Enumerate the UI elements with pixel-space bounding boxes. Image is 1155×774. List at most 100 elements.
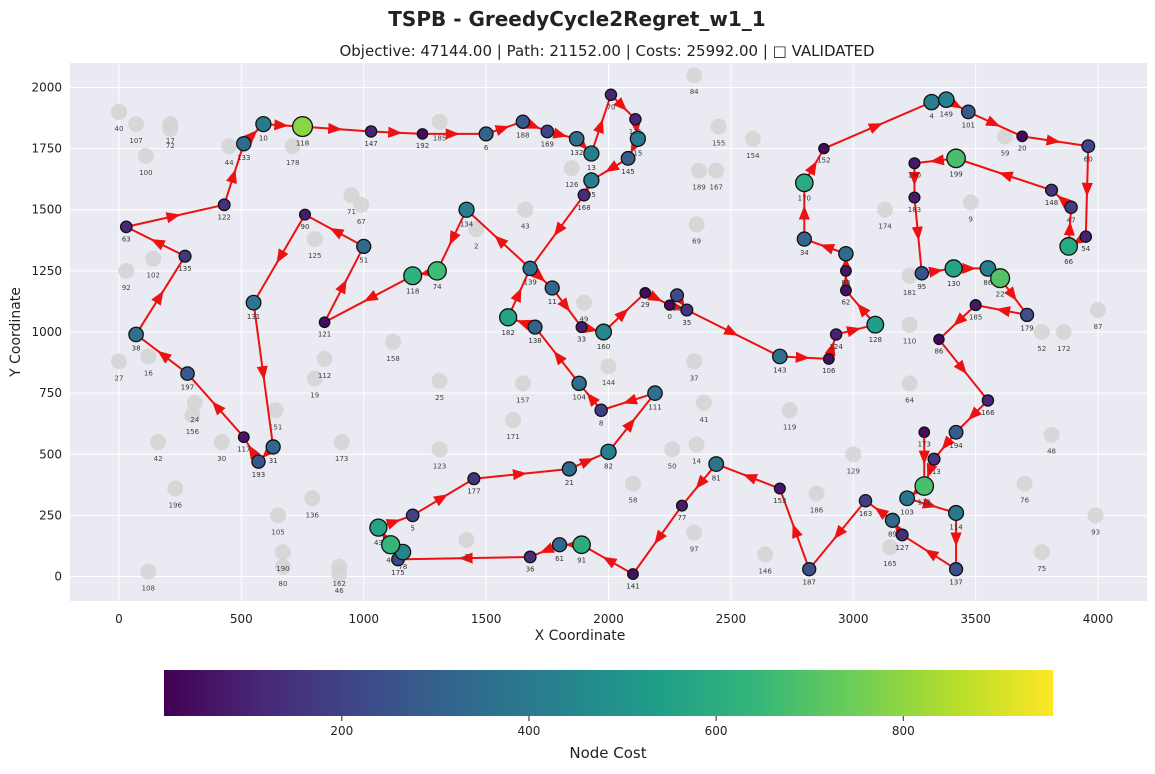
tour-node-label: 20	[1018, 145, 1027, 153]
unselected-node-label: 157	[516, 396, 529, 404]
tour-node	[584, 173, 599, 188]
tour-node	[885, 513, 899, 527]
tour-node-label: 34	[800, 249, 809, 257]
unselected-node-label: 155	[712, 140, 725, 148]
unselected-node-label: 69	[692, 237, 701, 245]
unselected-node-label: 126	[565, 181, 579, 189]
tour-node-label: 81	[712, 474, 721, 482]
tour-node-label: 8	[599, 419, 603, 427]
tour-node-label: 183	[908, 206, 921, 214]
tour-node	[238, 432, 249, 443]
tour-node	[516, 115, 529, 128]
tour-node	[671, 289, 684, 302]
unselected-node-label: 171	[506, 433, 519, 441]
tour-node	[934, 334, 944, 344]
tour-node	[300, 209, 311, 220]
tour-node	[1017, 131, 1027, 141]
unselected-node-label: 92	[122, 284, 131, 292]
tour-node	[628, 569, 639, 580]
tour-node-label: 90	[301, 223, 310, 231]
colorbar-tick-label: 200	[330, 724, 353, 738]
unselected-node-label: 165	[883, 560, 896, 568]
tour-node-label: 89	[888, 530, 897, 538]
unselected-node	[214, 434, 230, 450]
unselected-node-label: 154	[746, 152, 760, 160]
tour-node-label: 185	[969, 313, 982, 321]
tour-node-label: 61	[555, 555, 564, 563]
tour-node-label: 62	[841, 299, 850, 307]
tour-node	[523, 261, 537, 275]
unselected-node-label: 42	[154, 455, 163, 463]
unselected-node	[564, 160, 580, 176]
tour-node	[1046, 184, 1058, 196]
y-tick-label: 1000	[31, 325, 62, 339]
unselected-node	[140, 564, 156, 580]
tour-node-label: 83	[841, 279, 850, 287]
tour-node-label: 43	[374, 539, 383, 547]
tour-node	[246, 295, 261, 310]
x-tick-label: 4000	[1083, 612, 1114, 626]
unselected-node	[187, 395, 203, 411]
tour-node-label: 188	[516, 131, 529, 139]
tour-node-label: 6	[484, 144, 489, 152]
x-tick-label: 2000	[593, 612, 624, 626]
unselected-node-label: 72	[166, 142, 175, 150]
tour-node	[819, 143, 829, 153]
tour-node	[562, 462, 576, 476]
unselected-node	[432, 373, 448, 389]
unselected-node	[432, 441, 448, 457]
tour-node	[428, 262, 446, 280]
tour-node-label: 118	[406, 288, 419, 296]
tour-node	[900, 491, 915, 506]
tour-node-label: 47	[1067, 216, 1076, 224]
unselected-node	[111, 104, 127, 120]
tour-node-label: 45	[386, 557, 395, 565]
unselected-node	[334, 434, 350, 450]
tour-node	[909, 192, 920, 203]
tour-node	[803, 563, 816, 576]
unselected-node-label: 146	[758, 568, 772, 576]
unselected-node	[150, 434, 166, 450]
tour-node-label: 95	[917, 283, 926, 291]
unselected-node	[145, 251, 161, 267]
tour-node-label: 199	[949, 171, 962, 179]
unselected-node	[708, 163, 724, 179]
tour-node	[909, 158, 920, 169]
unselected-node	[459, 532, 475, 548]
unselected-node-label: 49	[580, 316, 589, 324]
tour-node-label: 104	[572, 394, 586, 402]
unselected-node-label: 110	[903, 338, 916, 346]
tour-node	[823, 354, 834, 365]
x-tick-label: 3000	[838, 612, 869, 626]
tour-node	[572, 376, 586, 390]
tour-node-label: 192	[416, 142, 429, 150]
tour-node	[541, 125, 553, 137]
tour-node	[524, 551, 536, 563]
tour-node-label: 122	[218, 214, 231, 222]
tour-node-label: 177	[467, 488, 480, 496]
unselected-node	[111, 353, 127, 369]
unselected-node	[505, 412, 521, 428]
x-tick-label: 500	[230, 612, 253, 626]
colorbar-label: Node Cost	[569, 744, 646, 762]
unselected-node-label: 158	[386, 355, 399, 363]
tour-node	[584, 146, 599, 161]
tour-node	[252, 455, 265, 468]
tour-node	[357, 239, 371, 253]
tour-node-label: 124	[829, 343, 843, 351]
x-tick-label: 2500	[716, 612, 747, 626]
unselected-node-label: 107	[129, 137, 142, 145]
unselected-node-label: 44	[225, 159, 234, 167]
x-tick-label: 3500	[960, 612, 991, 626]
tour-node-label: 117	[237, 445, 250, 453]
unselected-node-label: 58	[629, 497, 638, 505]
unselected-node-label: 41	[700, 416, 709, 424]
tour-node	[947, 149, 965, 167]
unselected-node-label: 76	[1020, 497, 1029, 505]
tour-node	[573, 536, 590, 553]
x-axis-label: X Coordinate	[535, 628, 626, 644]
unselected-node-label: 181	[903, 289, 916, 297]
unselected-node	[1034, 324, 1050, 340]
